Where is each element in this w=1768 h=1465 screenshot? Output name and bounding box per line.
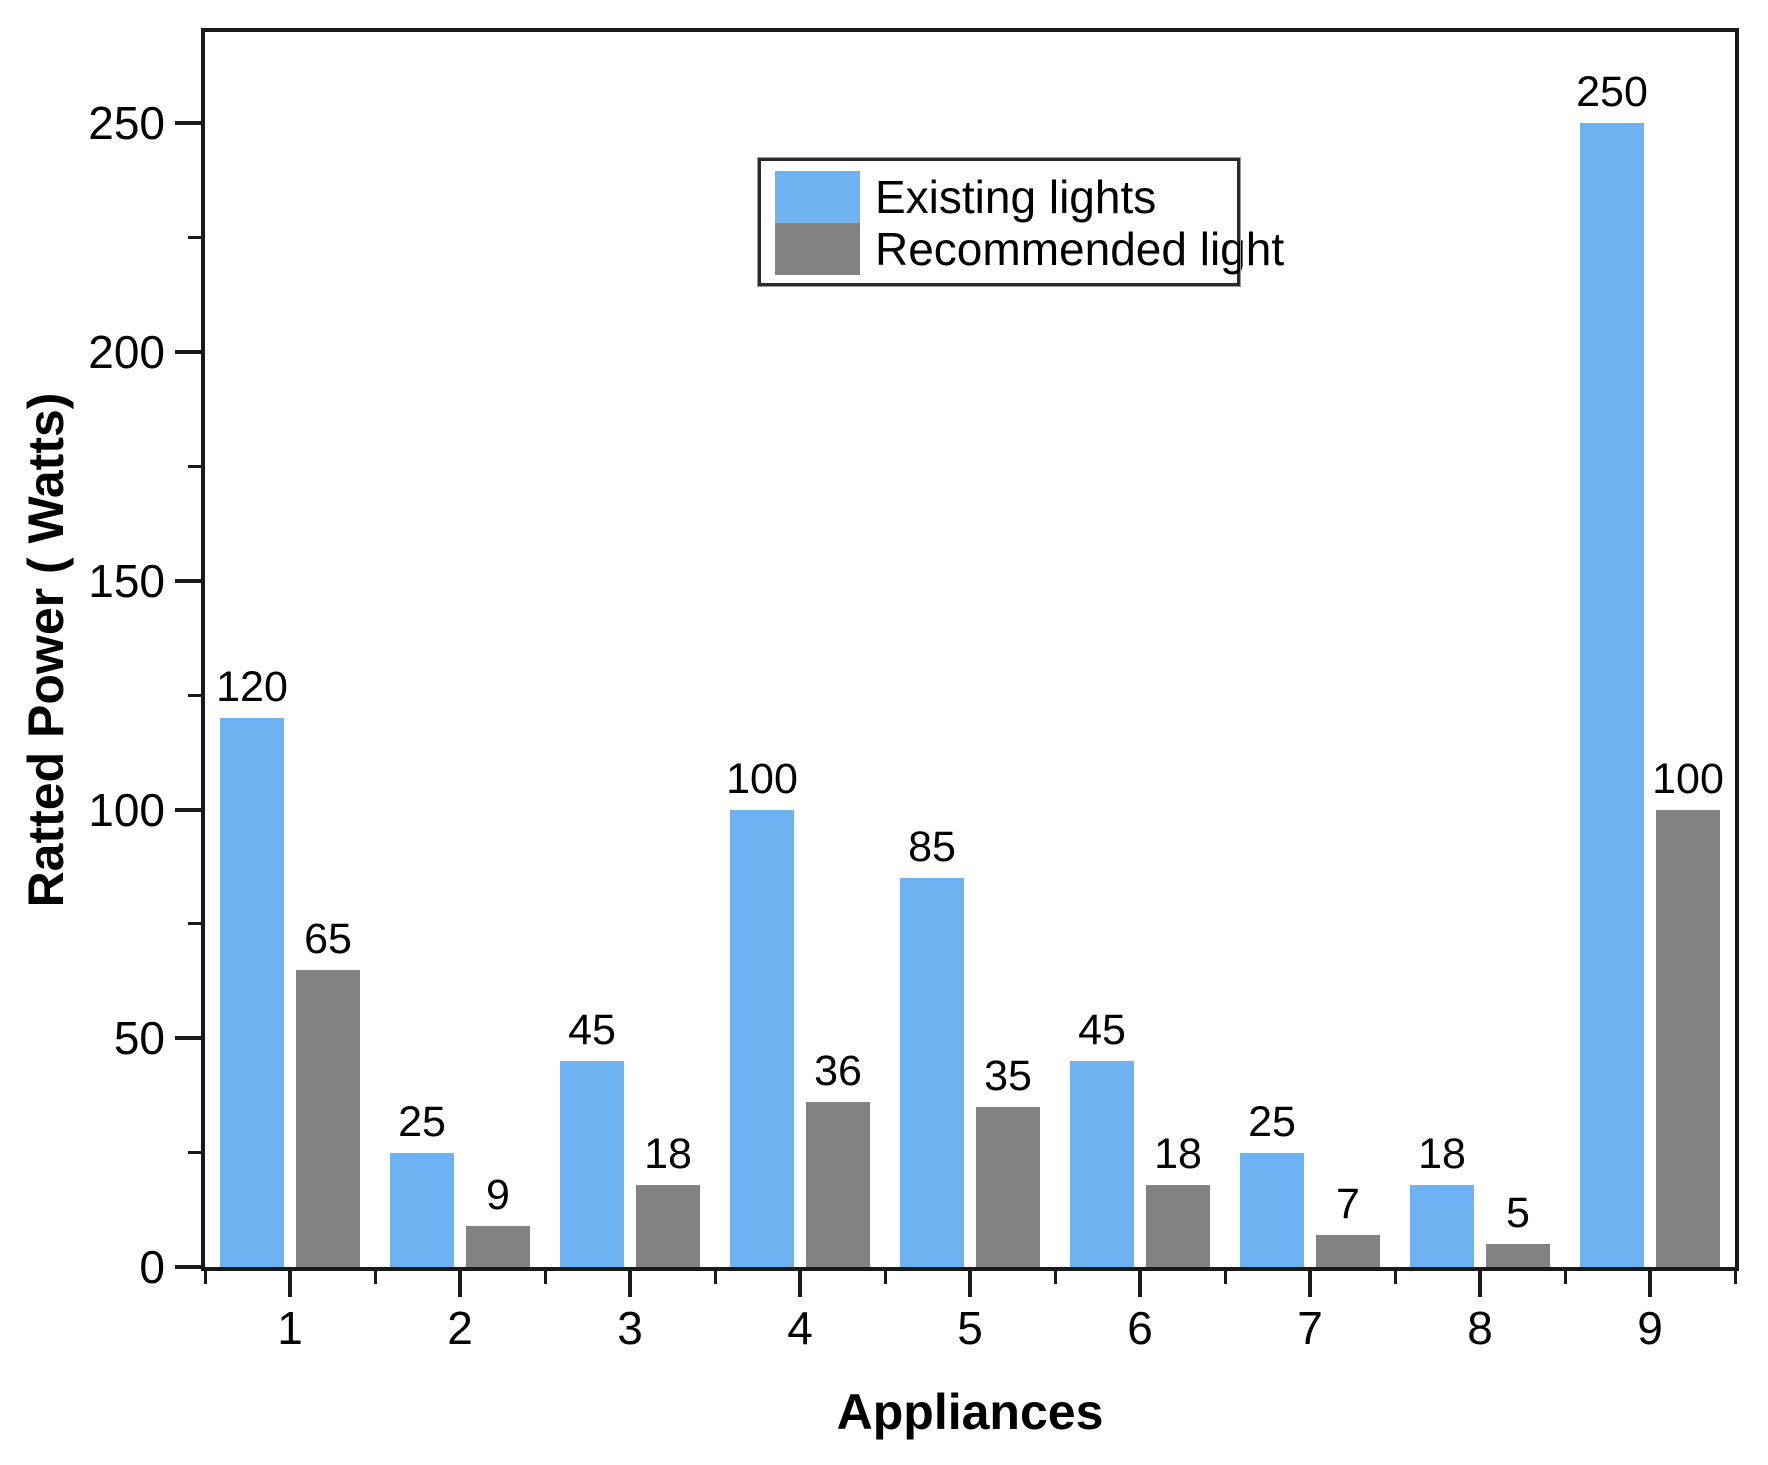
- bar-value-label: 25: [1248, 1098, 1296, 1146]
- bar-recommended-7: [1316, 1235, 1380, 1267]
- x-minor-tick: [1223, 1271, 1227, 1284]
- x-tick-label: 2: [447, 1302, 473, 1354]
- y-major-tick: [175, 350, 201, 355]
- legend-swatch-existing-lights: [775, 171, 860, 223]
- x-major-tick: [288, 1271, 292, 1297]
- bar-value-label: 35: [984, 1052, 1032, 1100]
- bar-recommended-8: [1486, 1244, 1550, 1267]
- bar-recommended-9: [1656, 810, 1720, 1267]
- bar-recommended-4: [806, 1102, 870, 1267]
- x-tick-label: 4: [787, 1302, 813, 1354]
- bar-value-label: 65: [304, 915, 352, 963]
- x-minor-tick: [883, 1271, 887, 1284]
- bar-recommended-5: [976, 1107, 1040, 1267]
- bar-value-label: 18: [644, 1130, 692, 1178]
- x-minor-tick: [1733, 1271, 1737, 1284]
- x-tick-label: 5: [957, 1302, 983, 1354]
- x-tick-label: 3: [617, 1302, 643, 1354]
- x-minor-tick: [1393, 1271, 1397, 1284]
- bar-value-label: 18: [1418, 1130, 1466, 1178]
- bar-recommended-3: [636, 1185, 700, 1267]
- y-minor-tick: [188, 693, 201, 697]
- bar-existing-4: [730, 810, 794, 1267]
- bar-recommended-1: [296, 970, 360, 1267]
- x-minor-tick: [373, 1271, 377, 1284]
- bar-value-label: 7: [1336, 1180, 1360, 1228]
- bar-value-label: 36: [814, 1047, 862, 1095]
- x-major-tick: [1308, 1271, 1312, 1297]
- legend: Existing lights Recommended light: [757, 157, 1284, 287]
- x-tick-label: 6: [1127, 1302, 1153, 1354]
- bar-value-label: 45: [568, 1006, 616, 1054]
- bar-existing-8: [1410, 1185, 1474, 1267]
- x-tick-label: 1: [277, 1302, 303, 1354]
- x-major-tick: [1138, 1271, 1142, 1297]
- bar-existing-3: [560, 1061, 624, 1267]
- bar-value-label: 85: [908, 823, 956, 871]
- x-minor-tick: [543, 1271, 547, 1284]
- x-minor-tick: [203, 1271, 207, 1284]
- y-tick-label: 100: [88, 783, 165, 836]
- x-tick-label: 7: [1297, 1302, 1323, 1354]
- y-major-tick: [175, 807, 201, 812]
- legend-label-recommended-light: Recommended light: [875, 223, 1285, 275]
- y-major-tick: [175, 1036, 201, 1041]
- y-minor-tick: [188, 1151, 201, 1155]
- x-major-tick: [628, 1271, 632, 1297]
- legend-entry-existing-lights: Existing lights: [775, 171, 1223, 223]
- plot-area: [201, 28, 1739, 1271]
- bar-value-label: 120: [216, 663, 288, 711]
- bar-value-label: 100: [1652, 755, 1724, 803]
- y-minor-tick: [188, 236, 201, 240]
- x-minor-tick: [713, 1271, 717, 1284]
- y-tick-label: 250: [88, 97, 165, 150]
- bar-value-label: 18: [1154, 1130, 1202, 1178]
- bar-existing-1: [220, 718, 284, 1267]
- x-major-tick: [1478, 1271, 1482, 1297]
- x-tick-label: 9: [1637, 1302, 1663, 1354]
- y-major-tick: [175, 121, 201, 126]
- x-major-tick: [1648, 1271, 1652, 1297]
- y-tick-label: 150: [88, 554, 165, 607]
- bar-existing-2: [390, 1153, 454, 1267]
- bar-existing-9: [1580, 123, 1644, 1267]
- y-tick-label: 50: [113, 1012, 165, 1065]
- legend-swatch-recommended-light: [775, 223, 860, 275]
- y-minor-tick: [188, 465, 201, 469]
- x-major-tick: [458, 1271, 462, 1297]
- bar-value-label: 25: [398, 1098, 446, 1146]
- bar-value-label: 5: [1506, 1189, 1530, 1237]
- y-major-tick: [175, 578, 201, 583]
- bar-value-label: 45: [1078, 1006, 1126, 1054]
- bar-recommended-6: [1146, 1185, 1210, 1267]
- y-tick-label: 200: [88, 326, 165, 379]
- y-minor-tick: [188, 922, 201, 926]
- x-minor-tick: [1053, 1271, 1057, 1284]
- bar-value-label: 9: [486, 1171, 510, 1219]
- x-major-tick: [798, 1271, 802, 1297]
- bar-existing-6: [1070, 1061, 1134, 1267]
- bar-existing-5: [900, 878, 964, 1267]
- x-axis-title: Appliances: [836, 1384, 1104, 1440]
- legend-entry-recommended-light: Recommended light: [775, 223, 1284, 275]
- y-tick-label: 0: [139, 1241, 165, 1293]
- x-tick-label: 8: [1467, 1302, 1493, 1354]
- x-major-tick: [968, 1271, 972, 1297]
- legend-label-existing-lights: Existing lights: [875, 171, 1157, 223]
- x-minor-tick: [1563, 1271, 1567, 1284]
- y-major-tick: [175, 1265, 201, 1269]
- bar-value-label: 100: [726, 755, 798, 803]
- bar-value-label: 250: [1576, 68, 1648, 116]
- bar-recommended-2: [466, 1226, 530, 1267]
- bar-existing-7: [1240, 1153, 1304, 1267]
